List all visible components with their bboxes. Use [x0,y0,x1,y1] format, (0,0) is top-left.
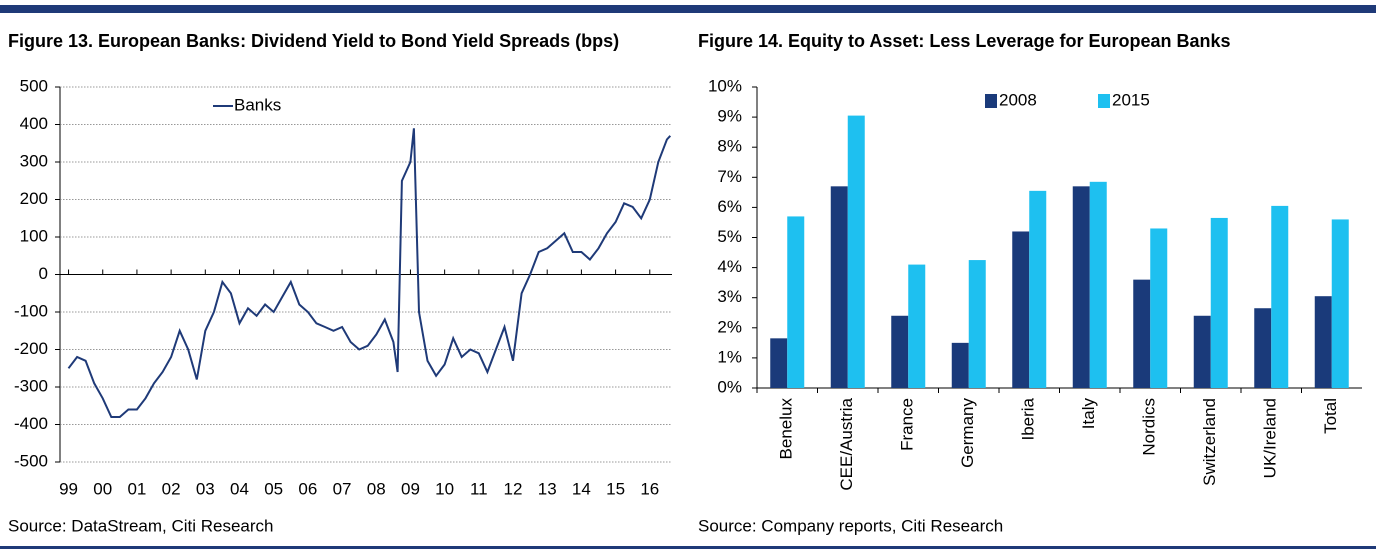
bottom-bar [0,546,1376,549]
x-tick-label: 02 [162,479,181,498]
x-tick-label: 00 [93,479,112,498]
bar [891,315,909,388]
y-tick-label: 5% [717,227,742,246]
line [67,128,672,418]
x-tick-label: 04 [230,479,249,498]
bar [1210,217,1228,388]
y-tick-label: 0% [717,377,742,396]
bar [787,216,805,388]
x-tick-label: 13 [538,479,557,498]
y-tick-label: 10% [708,76,742,95]
bar [1089,181,1107,388]
bar [1150,228,1168,388]
bar [1331,219,1349,388]
x-tick-label: 05 [264,479,283,498]
x-tick-label: 15 [606,479,625,498]
bar [1314,296,1332,388]
bar [908,264,926,388]
x-tick-label: Benelux [777,398,796,460]
x-tick-label: Switzerland [1200,398,1219,486]
x-tick-label: 07 [333,479,352,498]
x-tick-label: Total [1321,398,1340,434]
x-tick-label: 14 [572,479,591,498]
x-tick-label: 99 [59,479,78,498]
y-tick-label: 3% [717,287,742,306]
y-tick-label: -100 [14,301,48,320]
x-tick-label: 10 [435,479,454,498]
bar [847,115,865,388]
x-tick-label: Italy [1079,398,1098,430]
source: Source: DataStream, Citi Research [8,516,274,535]
x-tick-label: 16 [640,479,659,498]
y-tick-label: 500 [20,76,48,95]
x-tick-label: 11 [470,479,488,498]
y-tick-label: 300 [20,151,48,170]
y-tick-label: 4% [717,257,742,276]
bar [1029,190,1047,388]
x-tick-label: 06 [298,479,317,498]
bar [1012,231,1030,388]
bar [1271,205,1289,388]
bar [770,338,788,388]
x-tick-label: UK/Ireland [1261,398,1280,478]
legend-swatch [985,94,997,108]
y-tick-label: -500 [14,451,48,470]
bar [968,260,986,388]
x-tick-label: 08 [367,479,386,498]
y-tick-label: 100 [20,226,48,245]
bar [1072,186,1090,388]
x-tick-label: 09 [401,479,420,498]
x-tick-label: CEE/Austria [837,397,856,490]
source: Source: Company reports, Citi Research [698,516,1003,535]
chart-title: Figure 14. Equity to Asset: Less Leverag… [698,31,1231,51]
top-bar [0,5,1376,13]
chart-title: Figure 13. European Banks: Dividend Yiel… [8,31,619,51]
y-tick-label: -400 [14,414,48,433]
legend-label: 2008 [999,90,1037,109]
y-tick-label: -200 [14,339,48,358]
x-tick-label: 01 [127,479,146,498]
bar [951,342,969,388]
x-tick-label: Nordics [1140,398,1159,456]
y-tick-label: 9% [717,107,742,126]
y-tick-label: 8% [717,137,742,156]
x-tick-label: 03 [196,479,215,498]
y-tick-label: 6% [717,197,742,216]
legend-label: 2015 [1112,90,1150,109]
bar [1133,279,1151,388]
bar [1254,308,1272,388]
y-tick-label: 7% [717,167,742,186]
y-tick-label: 0 [39,264,48,283]
x-tick-label: Germany [958,398,977,468]
y-tick-label: 200 [20,189,48,208]
y-tick-label: 1% [717,347,742,366]
x-tick-label: France [898,398,917,451]
x-tick-label: 12 [504,479,523,498]
x-tick-label: Iberia [1019,397,1038,440]
y-tick-label: 2% [717,317,742,336]
y-tick-label: -300 [14,376,48,395]
y-tick-label: 400 [20,114,48,133]
bar [830,186,848,388]
legend-label: Banks [234,95,281,114]
bar [1193,315,1211,388]
legend-swatch [1098,94,1110,108]
